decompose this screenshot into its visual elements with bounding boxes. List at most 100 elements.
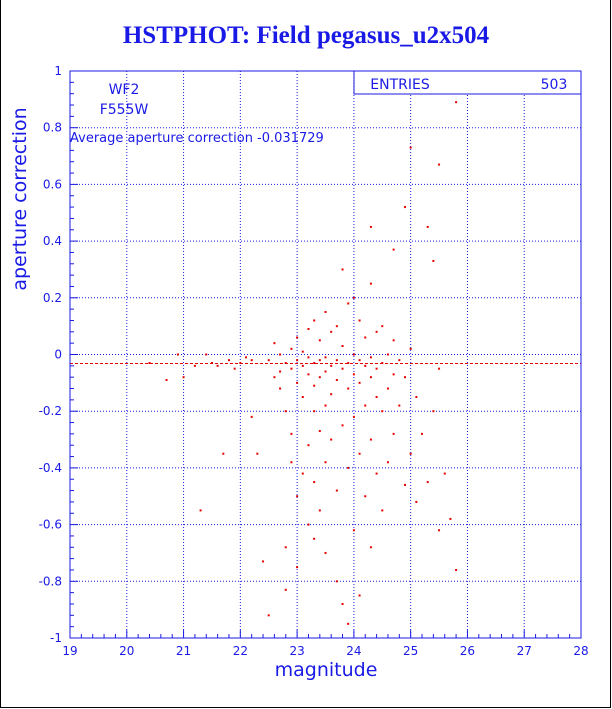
data-point [352, 296, 355, 299]
data-point [375, 367, 378, 370]
data-point [335, 489, 338, 492]
data-point [313, 362, 316, 365]
x-tick-label: 20 [119, 644, 134, 658]
data-point [415, 396, 418, 399]
data-point [392, 248, 395, 251]
data-point [324, 356, 327, 359]
data-point [369, 225, 372, 228]
plot-frame [69, 70, 582, 639]
data-point [250, 415, 253, 418]
y-tick-label: 0.4 [43, 234, 62, 248]
stats-box [353, 70, 582, 95]
data-point [307, 523, 310, 526]
data-point [307, 356, 310, 359]
data-point [290, 347, 293, 350]
data-point [352, 529, 355, 532]
x-tick-label: 24 [346, 644, 361, 658]
data-point [426, 481, 429, 484]
data-point [421, 432, 424, 435]
data-point [369, 438, 372, 441]
data-point [239, 362, 242, 365]
stats-value: 503 [541, 77, 568, 93]
data-point [455, 101, 458, 104]
x-tick-label: 27 [517, 644, 532, 658]
data-point [318, 339, 321, 342]
data-point [296, 336, 299, 339]
data-point [245, 356, 248, 359]
data-point [341, 344, 344, 347]
data-point [222, 452, 225, 455]
data-point [296, 566, 299, 569]
data-point [267, 359, 270, 362]
x-tick-label: 19 [62, 644, 77, 658]
data-point [392, 432, 395, 435]
average-annotation: Average aperture correction -0.031729 [70, 131, 324, 146]
data-point [392, 339, 395, 342]
data-point [307, 444, 310, 447]
data-point [403, 376, 406, 379]
x-axis-label: magnitude [275, 659, 378, 681]
data-point [335, 359, 338, 362]
data-point [381, 325, 384, 328]
data-point [227, 359, 230, 362]
data-point [364, 495, 367, 498]
data-point [284, 362, 287, 365]
y-tick-label: 1 [54, 64, 62, 78]
data-point [409, 452, 412, 455]
data-point [352, 415, 355, 418]
data-point [369, 356, 372, 359]
data-point [369, 546, 372, 549]
data-point [193, 364, 196, 367]
data-point [347, 302, 350, 305]
data-point [330, 330, 333, 333]
data-point [398, 404, 401, 407]
data-point [381, 362, 384, 365]
data-point [256, 452, 259, 455]
x-tick-labels: 19 20 21 22 23 24 25 26 27 28 [62, 644, 588, 658]
data-point [352, 373, 355, 376]
data-point [358, 319, 361, 322]
data-point [330, 364, 333, 367]
data-point [279, 387, 282, 390]
data-point [296, 495, 299, 498]
data-point [347, 622, 350, 625]
data-point [233, 367, 236, 370]
data-point [347, 466, 350, 469]
data-point [409, 347, 412, 350]
data-point [284, 546, 287, 549]
data-point [409, 146, 412, 149]
data-point [324, 370, 327, 373]
data-point [262, 560, 265, 563]
data-point [375, 396, 378, 399]
data-point [330, 438, 333, 441]
data-point [324, 461, 327, 464]
grid-lines [69, 70, 582, 639]
data-point [290, 432, 293, 435]
data-point [210, 362, 213, 365]
data-point [347, 387, 350, 390]
data-point [381, 410, 384, 413]
data-point [313, 319, 316, 322]
y-tick-labels: -1 -0.8 -0.6 -0.4 -0.2 0 0.2 0.4 0.6 0.8 1 [39, 64, 62, 645]
data-point [267, 614, 270, 617]
data-point [432, 259, 435, 262]
data-point [301, 364, 304, 367]
data-point [358, 452, 361, 455]
data-point [403, 483, 406, 486]
data-point [358, 381, 361, 384]
data-point [165, 379, 168, 382]
y-tick-label: -1 [50, 631, 62, 645]
data-point [403, 206, 406, 209]
y-tick-label: -0.4 [39, 461, 62, 475]
data-point [347, 362, 350, 365]
data-point [284, 410, 287, 413]
data-point [307, 327, 310, 330]
x-tick-label: 26 [460, 644, 475, 658]
data-point [335, 325, 338, 328]
data-point [250, 359, 253, 362]
data-point [182, 376, 185, 379]
y-tick-label: 0 [54, 348, 62, 362]
data-point [313, 537, 316, 540]
data-point [273, 376, 276, 379]
